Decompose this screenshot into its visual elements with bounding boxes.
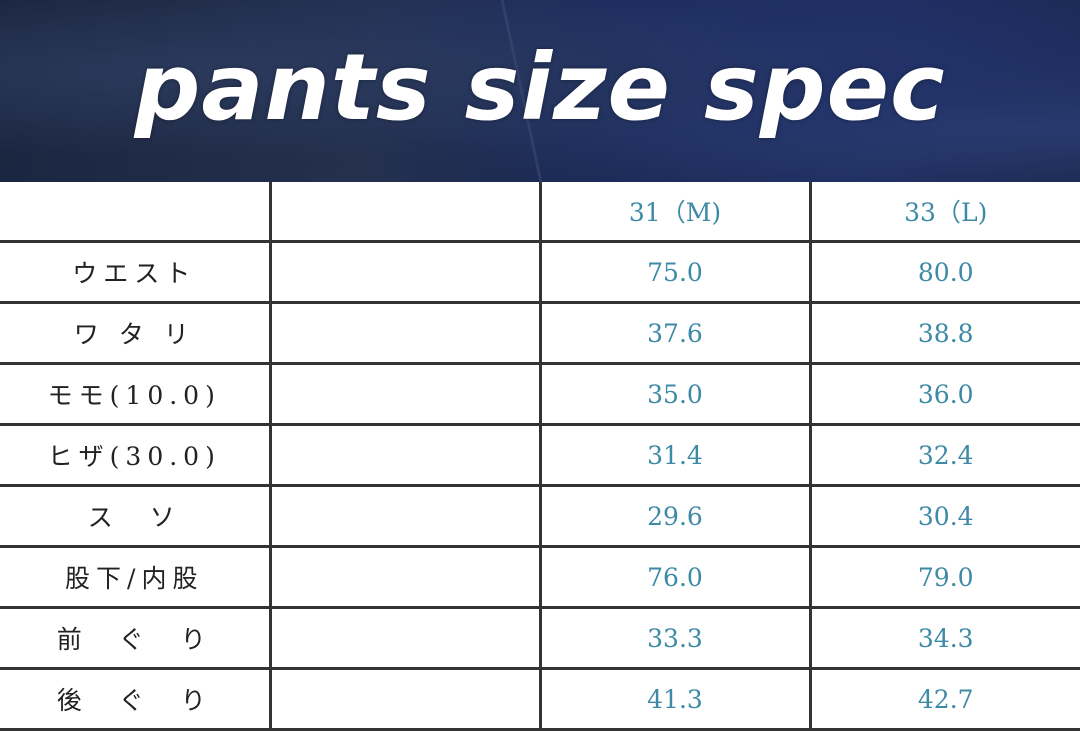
table-row: ウエスト 75.0 80.0 [0,240,1080,304]
value-m: 76.0 [538,545,812,609]
table-header-row: 31（M) 33（L) [0,182,1080,243]
empty-cell [268,545,542,609]
empty-cell [268,240,542,304]
value-m: 41.3 [538,667,812,731]
row-label: モモ(10.0) [0,362,272,426]
row-label: ワ タ リ [0,301,272,365]
value-m: 29.6 [538,484,812,548]
value-m: 31.4 [538,423,812,487]
header-cell [268,182,542,243]
value-l: 30.4 [808,484,1080,548]
row-label: 前 ぐ り [0,606,272,670]
header-size-l: 33（L) [808,182,1080,243]
table-row: 後 ぐ り 41.3 42.7 [0,667,1080,731]
value-l: 32.4 [808,423,1080,487]
value-l: 36.0 [808,362,1080,426]
empty-cell [268,606,542,670]
table-row: 股下/内股 76.0 79.0 [0,545,1080,609]
value-l: 38.8 [808,301,1080,365]
value-l: 80.0 [808,240,1080,304]
empty-cell [268,667,542,731]
row-label: ス ソ [0,484,272,548]
empty-cell [268,484,542,548]
row-label: ヒザ(30.0) [0,423,272,487]
table-row: ス ソ 29.6 30.4 [0,484,1080,548]
size-table: 31（M) 33（L) ウエスト 75.0 80.0 ワ タ リ 37.6 38.8 モモ(… [0,182,1080,731]
header-size-m: 31（M) [538,182,812,243]
empty-cell [268,301,542,365]
table-row: 前 ぐ り 33.3 34.3 [0,606,1080,670]
empty-cell [268,423,542,487]
value-m: 33.3 [538,606,812,670]
value-m: 75.0 [538,240,812,304]
value-l: 42.7 [808,667,1080,731]
table-row: モモ(10.0) 35.0 36.0 [0,362,1080,426]
value-l: 79.0 [808,545,1080,609]
row-label: ウエスト [0,240,272,304]
denim-banner: pants size spec [0,0,1080,182]
table-row: ワ タ リ 37.6 38.8 [0,301,1080,365]
page-title: pants size spec [134,34,946,141]
value-m: 35.0 [538,362,812,426]
value-m: 37.6 [538,301,812,365]
row-label: 股下/内股 [0,545,272,609]
table-row: ヒザ(30.0) 31.4 32.4 [0,423,1080,487]
row-label: 後 ぐ り [0,667,272,731]
header-cell [0,182,272,243]
value-l: 34.3 [808,606,1080,670]
empty-cell [268,362,542,426]
